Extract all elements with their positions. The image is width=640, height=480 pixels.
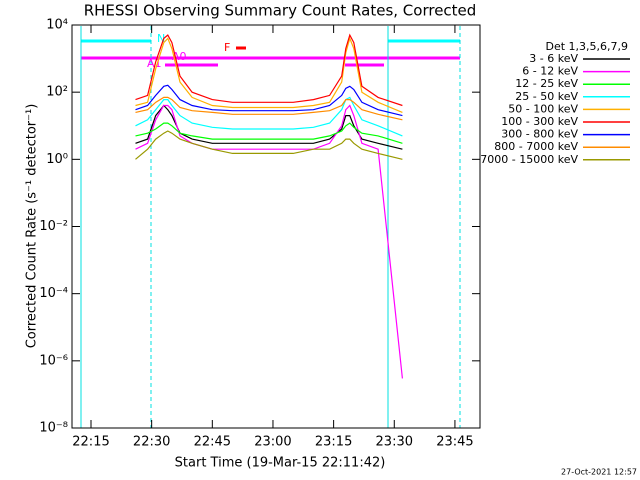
- legend-label: 300 - 800 keV: [501, 128, 578, 141]
- series-line: [135, 104, 403, 379]
- x-tick-label: 23:30: [376, 435, 413, 450]
- x-tick-label: 22:30: [133, 435, 170, 450]
- y-tick-label: 10⁴: [46, 18, 68, 33]
- x-tick-label: 23:45: [436, 435, 473, 450]
- legend-label: 7000 - 15000 keV: [480, 153, 578, 166]
- series-line: [135, 122, 403, 144]
- flag-lines: [80, 26, 461, 428]
- series-line: [135, 36, 403, 113]
- legend-label: 25 - 50 keV: [515, 90, 578, 103]
- legend-label: 6 - 12 keV: [522, 65, 578, 78]
- x-tick-label: 22:15: [72, 435, 109, 450]
- x-tick-label: 23:15: [315, 435, 352, 450]
- legend-label: 50 - 100 keV: [508, 102, 578, 115]
- annotation: N: [157, 32, 165, 45]
- legend-label: 3 - 6 keV: [529, 52, 578, 65]
- y-tick-label: 10⁻⁶: [39, 353, 68, 368]
- plot-frame: [71, 24, 481, 429]
- annotation: F: [224, 41, 230, 54]
- legend-label: 100 - 300 keV: [501, 115, 578, 128]
- series-line: [135, 130, 403, 160]
- chart-title: RHESSI Observing Summary Count Rates, Co…: [84, 2, 477, 20]
- y-tick-label: 10⁰: [46, 152, 68, 167]
- x-axis-label: Start Time (19-Mar-15 22:11:42): [175, 456, 386, 471]
- y-tick-label: 10⁻²: [39, 219, 68, 234]
- footer: 27-Oct-2021 12:57: [561, 468, 637, 477]
- y-tick-label: 10⁻⁸: [39, 421, 68, 436]
- x-tick-label: 22:45: [194, 435, 231, 450]
- legend-label: 800 - 7000 keV: [494, 140, 578, 153]
- series-line: [135, 104, 403, 150]
- x-tick-label: 23:00: [254, 435, 291, 450]
- legend-title: Det 1,3,5,6,7,9: [545, 40, 628, 53]
- flags: [81, 39, 460, 67]
- legend-label: 12 - 25 keV: [515, 77, 578, 90]
- series-line: [135, 33, 403, 107]
- y-tick-label: 10²: [46, 85, 68, 100]
- y-axis-label: Corrected Count Rate (s⁻¹ detector⁻¹): [25, 104, 40, 349]
- series-line: [135, 96, 403, 121]
- y-tick-label: 10⁻⁴: [39, 286, 68, 301]
- series-line: [135, 84, 403, 117]
